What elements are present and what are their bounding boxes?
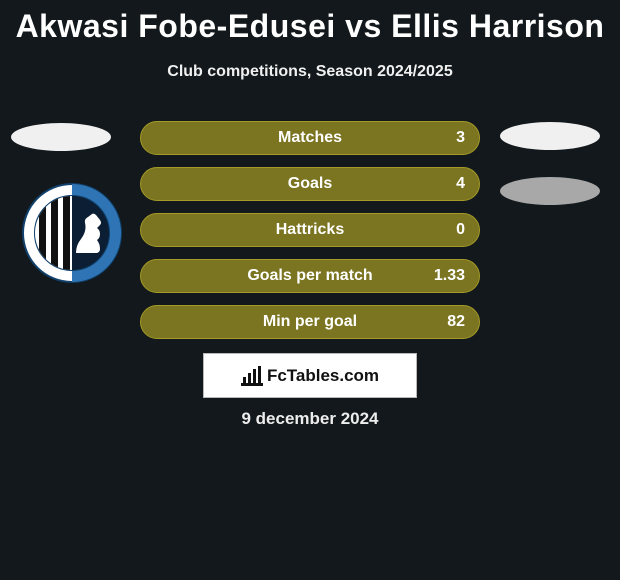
- bar-chart-icon: [241, 366, 263, 386]
- stat-label: Goals: [141, 175, 479, 193]
- stat-row-hattricks: Hattricks 0: [140, 213, 480, 247]
- stat-label: Matches: [141, 129, 479, 147]
- brand-box[interactable]: FcTables.com: [203, 353, 417, 398]
- oval-decor-right-2: [500, 177, 600, 205]
- club-badge-svg: [22, 183, 122, 283]
- stat-value: 0: [456, 221, 465, 239]
- subtitle: Club competitions, Season 2024/2025: [0, 63, 620, 81]
- date-line: 9 december 2024: [0, 409, 620, 429]
- stat-label: Goals per match: [141, 267, 479, 285]
- stat-value: 1.33: [434, 267, 465, 285]
- stat-row-goals-per-match: Goals per match 1.33: [140, 259, 480, 293]
- brand-text: FcTables.com: [267, 366, 379, 386]
- stats-rows: Matches 3 Goals 4 Hattricks 0 Goals per …: [140, 121, 480, 351]
- stat-label: Min per goal: [141, 313, 479, 331]
- oval-decor-left: [11, 123, 111, 151]
- stat-label: Hattricks: [141, 221, 479, 239]
- stat-value: 3: [456, 129, 465, 147]
- stat-row-matches: Matches 3: [140, 121, 480, 155]
- stat-row-min-per-goal: Min per goal 82: [140, 305, 480, 339]
- stat-value: 4: [456, 175, 465, 193]
- page-title: Akwasi Fobe-Edusei vs Ellis Harrison: [0, 0, 620, 45]
- club-badge-left: [22, 183, 122, 283]
- stat-row-goals: Goals 4: [140, 167, 480, 201]
- oval-decor-right-1: [500, 122, 600, 150]
- stat-value: 82: [447, 313, 465, 331]
